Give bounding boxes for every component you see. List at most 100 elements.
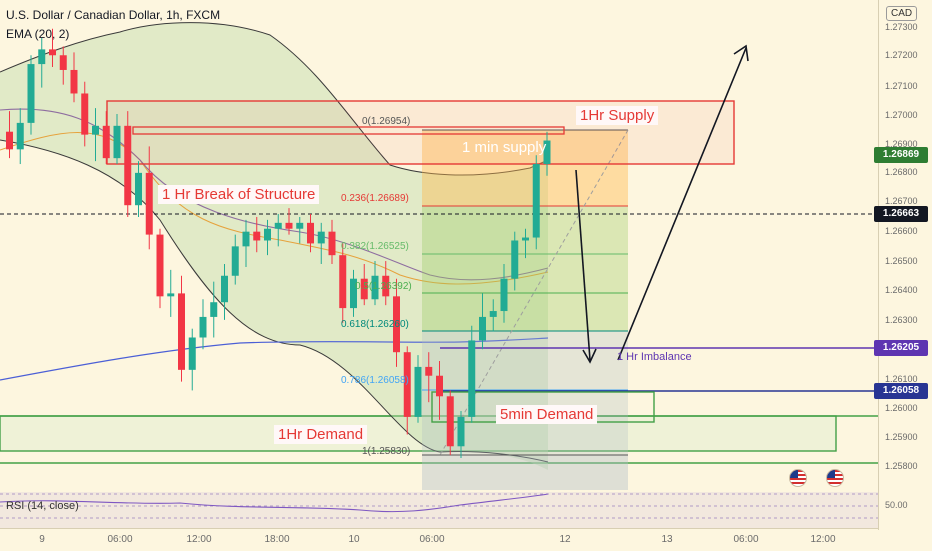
candle-body [436,375,443,397]
candle-body [210,302,218,317]
candle-body [6,131,13,150]
candle-body [242,231,250,247]
rsi-line [0,493,549,513]
fib-zone-mid [422,206,628,331]
candle-body [489,311,497,317]
candle-body [188,337,196,370]
time-axis[interactable]: 9 06:00 12:00 18:00 10 06:00 12 13 06:00… [0,528,878,551]
price-tick: 1.26900 [885,139,918,149]
candle-body [92,125,99,135]
fib-label-0236: 0.236(1.26689) [341,193,409,204]
candle-body [102,125,110,159]
price-tick: 1.25900 [885,432,918,442]
candle-body [468,340,476,417]
time-tick: 9 [39,534,45,545]
price-tick: 1.26800 [885,167,918,177]
candle-body [285,222,293,229]
price-tick: 1.27100 [885,81,918,91]
fib-label-05: 0.5(1.26392) [355,281,412,292]
fib-zone-bottom [422,455,628,490]
candle-body [296,222,304,229]
rsi-tick: 50.00 [885,500,908,510]
supply-zone-1min [132,126,565,135]
time-tick: 12:00 [810,534,836,545]
bollinger-lower [0,139,549,463]
price-tick: 1.26500 [885,256,918,266]
label-supply-1h: 1Hr Supply [576,106,659,125]
candle-body [145,172,153,235]
time-tick: 12:00 [186,534,212,545]
candles-group [6,28,551,459]
price-tag-last: 1.26869 [874,147,928,163]
candle-body [543,140,551,165]
time-tick: 12 [559,534,571,545]
price-axis[interactable]: 1.27300 1.27200 1.27100 1.27000 1.26900 … [878,0,932,530]
long-ma [0,337,549,381]
candle-body [38,49,46,65]
fib-label-0: 0(1.26954) [362,116,411,127]
price-tick: 1.26700 [885,196,918,206]
price-tick: 1.27200 [885,50,918,60]
candle-body [264,228,271,241]
fib-label-0618: 0.618(1.26260) [341,319,409,330]
fib-label-1: 1(1.25830) [362,446,411,457]
candle-body [532,164,540,238]
candle-body [199,316,207,338]
time-tick: 06:00 [107,534,133,545]
bollinger-upper [0,22,549,176]
candle-body [350,278,357,309]
candle-body [307,222,314,244]
candle-body [511,240,519,279]
candle-body [221,275,228,303]
candle-body [500,278,508,312]
candle-body [446,396,454,447]
price-tick: 1.26100 [885,374,918,384]
sma-line [0,108,549,281]
candle-body [457,416,465,447]
fib-zone-low [422,331,628,455]
rsi-label: RSI (14, close) [6,500,79,512]
ema-middle [0,132,549,285]
fib-label-0786: 0.786(1.26058) [341,375,409,386]
us-flag-icon[interactable] [826,469,844,487]
candle-body [59,55,67,70]
candle-body [371,275,379,300]
projection-arrow-up [617,47,747,361]
projection-arrow-down [575,169,591,361]
rsi-pane[interactable] [0,492,878,528]
candle-body [156,234,164,297]
candle-body [124,125,132,206]
time-tick: 18:00 [264,534,290,545]
candle-body [81,93,89,135]
label-supply-1min: 1 min supply [462,139,547,156]
price-tick: 1.27000 [885,110,918,120]
candle-body [403,352,411,417]
currency-selector[interactable]: CAD [886,6,918,21]
price-tick: 1.26400 [885,285,918,295]
candle-body [27,64,35,123]
time-tick: 13 [661,534,673,545]
candle-body [317,231,325,244]
us-flag-icon[interactable] [789,469,807,487]
price-tag-0786: 1.26058 [874,383,928,399]
candle-body [113,125,121,159]
price-tag-imbalance: 1.26205 [874,340,928,356]
candle-body [49,49,56,56]
projection-arrow-down-head [582,348,597,364]
candle-body [393,296,400,353]
label-imbalance: 1 Hr Imbalance [617,351,692,363]
price-tick: 1.25800 [885,461,918,471]
candle-body [178,293,185,370]
candle-body [328,231,336,256]
chart-title: U.S. Dollar / Canadian Dollar, 1h, FXCM [6,8,221,22]
candle-body [167,293,175,297]
candle-body [231,246,239,276]
price-tick: 1.26600 [885,226,918,236]
time-tick: 10 [348,534,360,545]
fib-zone-top [422,130,628,206]
time-tick: 06:00 [419,534,445,545]
candle-body [16,122,24,150]
time-tick: 06:00 [733,534,759,545]
